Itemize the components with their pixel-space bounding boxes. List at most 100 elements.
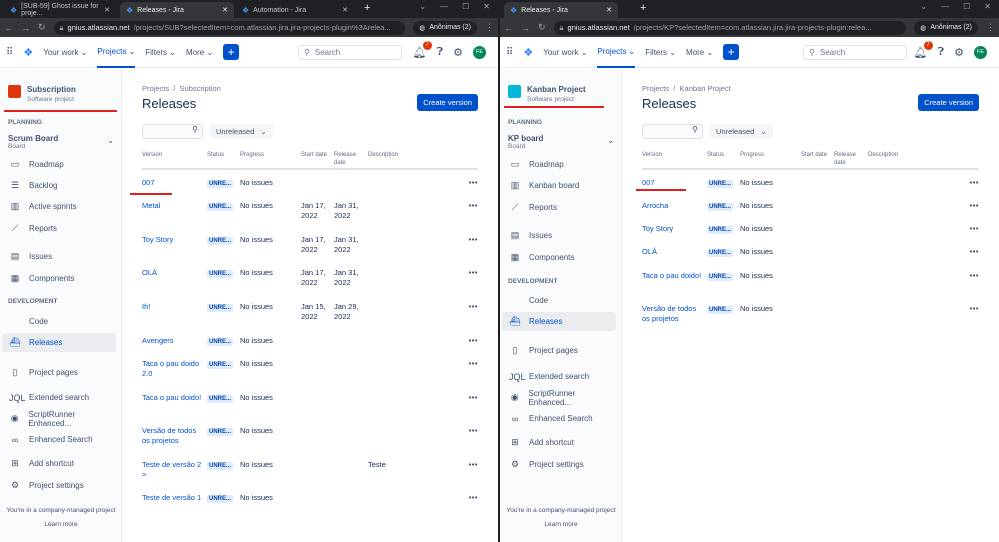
sidebar-item-add-shortcut[interactable]: ⊞ Add shortcut [2,454,116,473]
sidebar-item-releases[interactable]: ⛴ Releases [502,312,616,331]
sidebar-item-enhanced-search[interactable]: ∞ Enhanced Search [502,409,616,428]
create-version-button[interactable]: Create version [918,94,979,111]
menu-icon[interactable]: ⋮ [986,22,995,32]
nav-projects[interactable]: Projects ⌄ [97,37,136,68]
sidebar-item-project-pages[interactable]: ▯ Project pages [2,363,116,382]
sidebar-item-issues[interactable]: ▤ Issues [2,247,116,266]
more-actions-icon[interactable]: ••• [969,201,979,210]
status-filter-dropdown[interactable]: Unreleased ⌄ [210,124,273,139]
close-icon[interactable]: ✕ [104,7,110,14]
nav-your-work[interactable]: Your work ⌄ [43,47,88,57]
learn-more-link[interactable]: Learn more [544,521,578,528]
sidebar-item-active-sprints[interactable]: ▥ Active sprints [2,197,116,216]
create-button[interactable]: + [223,44,240,60]
sidebar-item-extended-search[interactable]: JQL Extended search [502,367,616,386]
close-icon[interactable]: ✕ [984,2,991,11]
nav-filters[interactable]: Filters ⌄ [645,47,676,57]
close-icon[interactable]: ✕ [483,2,490,11]
more-actions-icon[interactable]: ••• [468,493,478,502]
sidebar-item-components[interactable]: ▦ Components [2,269,116,288]
maximize-icon[interactable]: ☐ [963,2,971,11]
search-input[interactable]: ⚲ Search [298,44,402,60]
minimize-icon[interactable]: — [440,2,449,11]
version-link[interactable]: 007 [642,178,655,187]
sidebar-item-roadmap[interactable]: ▭ Roadmap [502,155,616,174]
forward-icon[interactable]: → [521,22,530,33]
version-link[interactable]: Versão de todos os projetos [142,426,197,445]
breadcrumb-projects[interactable]: Projects [142,84,170,93]
nav-projects[interactable]: Projects ⌄ [597,37,636,68]
back-icon[interactable]: ← [4,22,13,33]
more-actions-icon[interactable]: ••• [969,271,979,280]
browser-tab[interactable]: ❖ Releases - Jira ✕ [504,2,618,18]
window-controls[interactable]: ⌄ — ☐ ✕ [419,2,490,11]
url-bar[interactable]: 🔒︎ gnius.atlassian.net/projects/KP?select… [553,20,907,35]
maximize-icon[interactable]: ☐ [462,2,470,11]
nav-more[interactable]: More ⌄ [185,47,214,57]
more-actions-icon[interactable]: ••• [468,460,478,469]
learn-more-link[interactable]: Learn more [44,521,78,528]
chevron-down-icon[interactable]: ⌄ [419,2,427,11]
sidebar-item-releases[interactable]: ⛴ Releases [2,333,116,352]
sidebar-item-kanban-board[interactable]: ▥ Kanban board [502,176,616,195]
project-header[interactable]: Kanban Project Software project [508,85,586,103]
sidebar-item-roadmap[interactable]: ▭ Roadmap [2,155,116,174]
minimize-icon[interactable]: — [941,2,950,11]
browser-tab[interactable]: ❖ Automation - Jira ✕ [236,2,354,18]
more-actions-icon[interactable]: ••• [468,201,478,210]
column-header-version[interactable]: Version [142,152,163,158]
board-selector[interactable]: Scrum Board Board ⌄ [8,134,114,150]
nav-filters[interactable]: Filters ⌄ [145,47,176,57]
version-link[interactable]: Taca o pau doido! [142,393,202,402]
more-actions-icon[interactable]: ••• [468,178,478,187]
reload-icon[interactable]: ↻ [538,22,546,32]
app-switcher-icon[interactable]: ⠿ [6,46,14,58]
notifications-button[interactable]: 🔔︎ 7 [914,40,933,59]
sidebar-item-extended-search[interactable]: JQL Extended search [2,388,116,407]
sidebar-item-code[interactable]: Code [2,312,116,331]
sidebar-item-enhanced-search[interactable]: ∞ Enhanced Search [2,430,116,449]
version-link[interactable]: Metal [142,201,161,210]
sidebar-item-scriptrunner-enhanced[interactable]: ◉ ScriptRunner Enhanced... [2,409,116,428]
new-tab-button[interactable]: + [364,2,371,14]
reload-icon[interactable]: ↻ [38,22,46,32]
profile-button[interactable]: ◍ Anônimas (2) [914,20,978,35]
more-actions-icon[interactable]: ••• [468,302,478,311]
version-link[interactable]: Teste de versão 1 [142,493,202,502]
breadcrumb-project[interactable]: Kanban Project [679,84,731,93]
jira-logo[interactable]: ❖ [23,46,34,59]
app-switcher-icon[interactable]: ⠿ [506,46,514,58]
more-actions-icon[interactable]: ••• [468,359,478,368]
version-link[interactable]: Taca o pau doido 2.0 [142,359,200,378]
sidebar-item-project-settings[interactable]: ⚙ Project settings [2,476,116,495]
sidebar-item-backlog[interactable]: ☰ Backlog [2,176,116,195]
version-link[interactable]: Toy Story [642,224,674,233]
project-header[interactable]: Subscription Software project [8,85,76,103]
nav-your-work[interactable]: Your work ⌄ [543,47,588,57]
jira-logo[interactable]: ❖ [523,46,534,59]
version-link[interactable]: Versão de todos os projetos [642,304,697,323]
url-bar[interactable]: 🔒︎ gnius.atlassian.net/projects/SUB?selec… [53,20,406,35]
nav-more[interactable]: More ⌄ [685,47,714,57]
column-header-description[interactable]: Description [868,152,899,158]
sidebar-item-project-settings[interactable]: ⚙ Project settings [502,455,616,474]
sidebar-item-code[interactable]: Code [502,291,616,310]
breadcrumb-projects[interactable]: Projects [642,84,670,93]
more-actions-icon[interactable]: ••• [969,224,979,233]
sidebar-item-add-shortcut[interactable]: ⊞ Add shortcut [502,433,616,452]
new-tab-button[interactable]: + [640,2,647,14]
sidebar-item-issues[interactable]: ▤ Issues [502,226,616,245]
version-link[interactable]: OLÁ [142,268,158,277]
browser-tab[interactable]: ❖ [SUB-59] Ghost issue for proje... ✕ [4,2,116,18]
create-version-button[interactable]: Create version [417,94,478,111]
close-icon[interactable]: ✕ [342,7,348,14]
sidebar-item-project-pages[interactable]: ▯ Project pages [502,341,616,360]
more-actions-icon[interactable]: ••• [468,426,478,435]
more-actions-icon[interactable]: ••• [468,393,478,402]
version-link[interactable]: Arrocha [642,201,669,210]
version-link[interactable]: Avengers [142,336,174,345]
status-filter-dropdown[interactable]: Unreleased ⌄ [710,124,773,139]
version-link[interactable]: 007 [142,178,155,187]
profile-button[interactable]: ◍ Anônimas (2) [413,20,477,35]
column-header-release[interactable]: Release date [834,152,857,166]
